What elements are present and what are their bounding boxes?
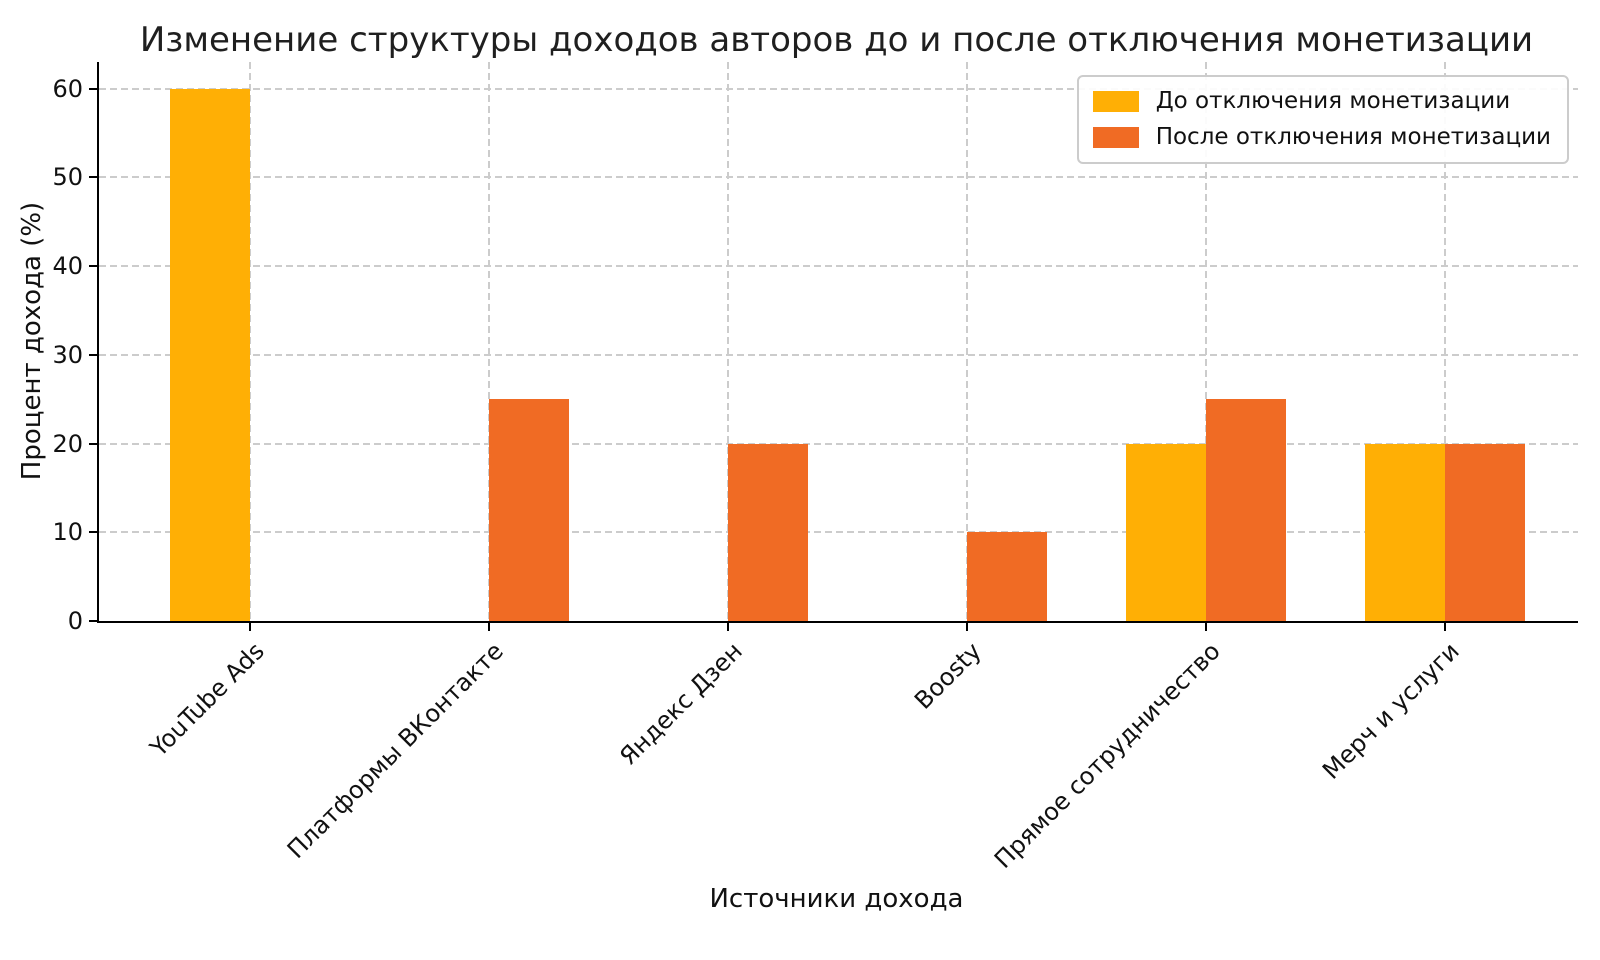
y-tick-mark xyxy=(89,176,97,179)
gridline-horizontal xyxy=(99,442,1578,445)
y-tick-label: 50 xyxy=(52,163,83,192)
legend-swatch-after xyxy=(1092,127,1139,148)
plot-area: 0 10 20 30 40 50 60 YouTube Ads Платформы ВКонта… xyxy=(52,62,1578,874)
gridline-horizontal xyxy=(99,265,1578,268)
legend: До отключения монетизации После отключен… xyxy=(1076,75,1569,164)
gridline-vertical xyxy=(1205,62,1207,621)
gridline-vertical xyxy=(488,62,490,621)
y-tick-mark xyxy=(89,265,97,268)
x-tick-label: Мерч и услуги xyxy=(1317,637,1465,785)
gridline-horizontal xyxy=(99,353,1578,356)
legend-label-before: До отключения монетизации xyxy=(1155,88,1511,114)
bar-before-4 xyxy=(1126,443,1206,621)
y-tick-label: 0 xyxy=(67,607,83,635)
y-tick-mark xyxy=(89,353,97,356)
bar-after-1 xyxy=(489,399,569,621)
x-tick-label: Прямое сотрудничество xyxy=(988,637,1226,874)
y-tick-mark xyxy=(89,442,97,445)
y-tick-label: 20 xyxy=(52,429,83,458)
bar-before-5 xyxy=(1365,443,1445,621)
y-tick-mark xyxy=(89,620,97,622)
gridline-vertical xyxy=(727,62,729,621)
chart-title: Изменение структуры доходов авторов до и… xyxy=(139,20,1534,60)
x-tick-mark xyxy=(1205,623,1207,631)
x-tick-label: Boosty xyxy=(909,637,987,715)
x-tick-label: Яндекс Дзен xyxy=(614,637,748,771)
gridline-vertical xyxy=(249,62,251,621)
bar-after-3 xyxy=(967,532,1047,621)
legend-item-after: После отключения монетизации xyxy=(1092,124,1551,151)
x-tick-label: Платформы ВКонтакте xyxy=(281,637,509,864)
bar-before-0 xyxy=(170,88,250,621)
legend-label-after: После отключения монетизации xyxy=(1155,124,1551,150)
x-tick-mark xyxy=(249,623,251,631)
x-tick-label: YouTube Ads xyxy=(144,637,270,763)
x-tick-mark xyxy=(488,623,490,631)
bar-after-5 xyxy=(1445,443,1525,621)
x-tick-mark xyxy=(966,623,968,631)
x-tick-mark xyxy=(727,623,729,631)
legend-swatch-before xyxy=(1092,91,1139,112)
bar-after-2 xyxy=(728,443,808,621)
gridline-horizontal xyxy=(99,87,1578,90)
gridline-horizontal xyxy=(99,176,1578,179)
x-tick-mark xyxy=(1444,623,1446,631)
gridline-vertical xyxy=(966,62,968,621)
y-tick-label: 30 xyxy=(52,340,83,369)
y-tick-label: 40 xyxy=(52,252,83,281)
y-tick-mark xyxy=(89,531,97,534)
legend-item-before: До отключения монетизации xyxy=(1092,88,1551,115)
gridline-vertical xyxy=(1444,62,1446,621)
bar-after-4 xyxy=(1206,399,1286,621)
gridline-horizontal xyxy=(99,531,1578,534)
y-tick-label: 60 xyxy=(52,74,83,103)
x-axis-title: Источники дохода xyxy=(709,884,964,914)
y-tick-label: 10 xyxy=(52,518,83,547)
y-tick-mark xyxy=(89,87,97,90)
